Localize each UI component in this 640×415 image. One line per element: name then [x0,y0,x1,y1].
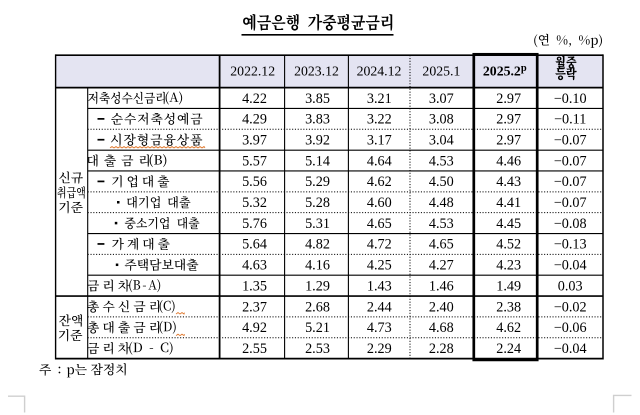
svg-text:−0.07: −0.07 [554,153,587,169]
svg-text:0.03: 0.03 [558,278,583,294]
svg-text:2.68: 2.68 [305,299,330,315]
svg-text:−0.10: −0.10 [554,91,587,107]
svg-text:2023.12: 2023.12 [294,64,339,79]
svg-text:1.35: 1.35 [242,278,267,294]
svg-text:4.41: 4.41 [496,195,521,211]
svg-text:3.21: 3.21 [367,91,392,107]
svg-text:−0.13: −0.13 [554,237,587,253]
svg-text:2025.2p: 2025.2p [483,63,527,79]
svg-text:3.04: 3.04 [429,133,454,149]
svg-text:2.55: 2.55 [242,341,267,357]
svg-text:4.60: 4.60 [367,195,392,211]
svg-text:4.23: 4.23 [496,258,521,274]
svg-text:4.43: 4.43 [496,174,521,190]
svg-text:−0.04: −0.04 [554,258,587,274]
svg-text:5.28: 5.28 [305,195,330,211]
svg-text:−0.07: −0.07 [554,133,587,149]
svg-text:4.62: 4.62 [367,174,392,190]
svg-text:−0.11: −0.11 [554,112,586,128]
svg-text:4.62: 4.62 [496,320,521,336]
svg-text:4.48: 4.48 [429,195,454,211]
svg-text:2.40: 2.40 [429,299,454,315]
svg-text:1.49: 1.49 [496,278,521,294]
svg-text:4.53: 4.53 [429,216,454,232]
svg-text:5.21: 5.21 [305,320,330,336]
svg-text:−0.06: −0.06 [554,320,587,336]
svg-text:2.97: 2.97 [496,112,521,128]
svg-text:3.92: 3.92 [305,133,330,149]
svg-text:3.22: 3.22 [367,112,392,128]
svg-text:1.46: 1.46 [429,278,454,294]
svg-text:3.83: 3.83 [305,112,330,128]
svg-text:2.97: 2.97 [496,133,521,149]
svg-text:5.31: 5.31 [305,216,330,232]
svg-text:3.97: 3.97 [242,133,267,149]
svg-text:−0.07: −0.07 [554,195,587,211]
svg-text:−0.07: −0.07 [554,174,587,190]
svg-text:2022.12: 2022.12 [230,64,275,79]
svg-text:5.56: 5.56 [242,174,267,190]
svg-text:2.53: 2.53 [305,341,330,357]
svg-text:4.64: 4.64 [367,153,392,169]
svg-text:2024.12: 2024.12 [357,64,402,79]
svg-text:5.32: 5.32 [242,195,267,211]
svg-text:3.08: 3.08 [429,112,454,128]
svg-text:4.50: 4.50 [429,174,454,190]
svg-text:2025.1: 2025.1 [422,64,460,79]
svg-text:5.76: 5.76 [242,216,267,232]
svg-text:5.57: 5.57 [242,153,267,169]
svg-text:4.16: 4.16 [305,258,330,274]
svg-text:5.64: 5.64 [242,237,267,253]
svg-text:4.92: 4.92 [242,320,267,336]
svg-text:4.72: 4.72 [367,237,392,253]
svg-text:−0.02: −0.02 [554,299,587,315]
svg-text:4.46: 4.46 [496,153,521,169]
svg-text:4.63: 4.63 [242,258,267,274]
svg-text:2.28: 2.28 [429,341,454,357]
svg-text:2.44: 2.44 [367,299,392,315]
svg-text:4.82: 4.82 [305,237,330,253]
svg-text:2.29: 2.29 [367,341,392,357]
svg-text:4.53: 4.53 [429,153,454,169]
svg-text:5.14: 5.14 [305,153,330,169]
svg-text:4.65: 4.65 [429,237,454,253]
svg-text:5.29: 5.29 [305,174,330,190]
svg-text:2.24: 2.24 [496,341,521,357]
svg-text:3.85: 3.85 [305,91,330,107]
svg-text:3.17: 3.17 [367,133,392,149]
svg-text:4.29: 4.29 [242,112,267,128]
svg-text:4.52: 4.52 [496,237,521,253]
svg-text:4.27: 4.27 [429,258,454,274]
svg-text:4.45: 4.45 [496,216,521,232]
svg-text:4.22: 4.22 [242,91,267,107]
svg-text:3.07: 3.07 [429,91,454,107]
svg-text:−0.04: −0.04 [554,341,587,357]
svg-text:4.68: 4.68 [429,320,454,336]
svg-text:2.37: 2.37 [242,299,267,315]
svg-text:1.29: 1.29 [305,278,330,294]
svg-text:4.25: 4.25 [367,258,392,274]
svg-text:4.73: 4.73 [367,320,392,336]
svg-text:1.43: 1.43 [367,278,392,294]
svg-text:4.65: 4.65 [367,216,392,232]
svg-text:−0.08: −0.08 [554,216,587,232]
svg-text:2.38: 2.38 [496,299,521,315]
svg-text:2.97: 2.97 [496,91,521,107]
